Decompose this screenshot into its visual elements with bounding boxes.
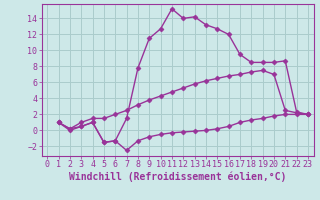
X-axis label: Windchill (Refroidissement éolien,°C): Windchill (Refroidissement éolien,°C)	[69, 172, 286, 182]
